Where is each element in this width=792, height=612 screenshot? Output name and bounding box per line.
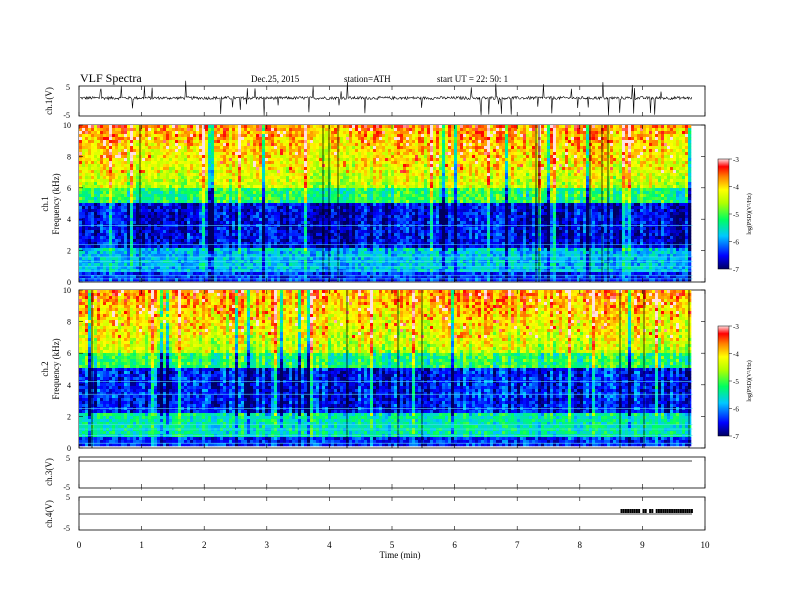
y-tick-label: 2 bbox=[67, 247, 71, 256]
ch1-ytick-bottom: -5 bbox=[63, 111, 70, 120]
ch4-ylabel: ch.4(V) bbox=[44, 500, 54, 528]
x-tick-label: 2 bbox=[202, 540, 207, 550]
ch1-spectrogram-image bbox=[79, 125, 692, 282]
colorbar-tick-label: -7 bbox=[733, 433, 739, 441]
y-tick-label: 10 bbox=[63, 121, 71, 130]
ch1-colorbar-label: log(PSD)(V²/Hz) bbox=[746, 193, 753, 234]
ch2-colorbar-gradient bbox=[718, 326, 729, 436]
colorbar-tick-label: -7 bbox=[733, 266, 739, 274]
ch4-burst-segment bbox=[621, 509, 693, 513]
ch1-waveform-panel: ch.1(V) 5 -5 bbox=[44, 81, 705, 120]
ch3-ylabel: ch.3(V) bbox=[44, 458, 54, 486]
x-tick-label: 3 bbox=[265, 540, 270, 550]
ch3-ytick-bottom: -5 bbox=[63, 483, 70, 492]
y-tick-label: 2 bbox=[67, 412, 71, 421]
ch1-spec-ylabel-frequency: Frequency (kHz) bbox=[51, 173, 61, 234]
y-tick-label: 6 bbox=[67, 184, 71, 193]
x-tick-label: 9 bbox=[640, 540, 645, 550]
x-tick-label: 6 bbox=[452, 540, 457, 550]
ch1-spec-ylabel-channel: ch.1 bbox=[40, 196, 50, 211]
y-tick-label: 8 bbox=[67, 318, 71, 327]
y-tick-label: 4 bbox=[67, 381, 71, 390]
ch1-colorbar-gradient bbox=[718, 159, 729, 269]
ch2-spec-ylabel-channel: ch.2 bbox=[40, 361, 50, 376]
ch4-waveform-panel: ch.4(V) 5 -5 bbox=[44, 493, 705, 533]
x-axis-label: Time (min) bbox=[380, 550, 421, 560]
ch2-spectrogram-image bbox=[79, 290, 692, 448]
y-tick-label: 4 bbox=[67, 215, 71, 224]
ch4-ytick-top: 5 bbox=[66, 493, 70, 502]
ch1-waveform-frame bbox=[79, 86, 705, 116]
colorbar-tick-label: -4 bbox=[733, 351, 739, 359]
y-tick-label: 10 bbox=[63, 286, 71, 295]
station-label: station=ATH bbox=[344, 74, 391, 84]
figure-title: VLF Spectra bbox=[80, 71, 142, 85]
x-tick-label: 7 bbox=[515, 540, 520, 550]
ch4-waveform-frame bbox=[79, 497, 705, 530]
x-tick-label: 1 bbox=[139, 540, 144, 550]
ch4-ytick-bottom: -5 bbox=[63, 524, 70, 533]
x-tick-label: 10 bbox=[701, 540, 711, 550]
colorbar-tick-label: -6 bbox=[733, 406, 739, 414]
ch1-colorbar: -3 -4 -5 -6 -7 log(PSD)(V²/Hz) bbox=[718, 156, 753, 274]
ch2-colorbar: -3 -4 -5 -6 -7 log(PSD)(V²/Hz) bbox=[718, 323, 753, 441]
ch2-spec-ylabel-frequency: Frequency (kHz) bbox=[51, 338, 61, 399]
colorbar-tick-label: -4 bbox=[733, 184, 739, 192]
colorbar-tick-label: -5 bbox=[733, 378, 739, 386]
colorbar-tick-label: -6 bbox=[733, 239, 739, 247]
date-label: Dec.25, 2015 bbox=[251, 74, 300, 84]
x-tick-label: 0 bbox=[77, 540, 82, 550]
y-tick-label: 6 bbox=[67, 349, 71, 358]
y-tick-label: 8 bbox=[67, 152, 71, 161]
x-tick-label: 4 bbox=[327, 540, 332, 550]
ch3-waveform-frame bbox=[79, 457, 705, 488]
ch1-ylabel: ch.1(V) bbox=[44, 87, 54, 115]
start-time-label: start UT = 22: 50: 1 bbox=[437, 74, 508, 84]
ch1-ytick-top: 5 bbox=[66, 83, 70, 92]
ch2-colorbar-label: log(PSD)(V²/Hz) bbox=[746, 360, 753, 401]
y-tick-label: 0 bbox=[67, 444, 71, 453]
ch2-spectrogram-panel: ch.2 Frequency (kHz) 0 2 4 6 8 10 bbox=[40, 286, 705, 453]
x-tick-label: 8 bbox=[578, 540, 583, 550]
colorbar-tick-label: -5 bbox=[733, 211, 739, 219]
ch3-waveform-panel: ch.3(V) 5 -5 bbox=[44, 454, 705, 492]
ch3-ytick-top: 5 bbox=[66, 454, 70, 463]
colorbar-tick-label: -3 bbox=[733, 156, 739, 164]
x-tick-label: 5 bbox=[390, 540, 395, 550]
vlf-spectra-figure: VLF Spectra Dec.25, 2015 station=ATH sta… bbox=[0, 0, 792, 612]
colorbar-tick-label: -3 bbox=[733, 323, 739, 331]
